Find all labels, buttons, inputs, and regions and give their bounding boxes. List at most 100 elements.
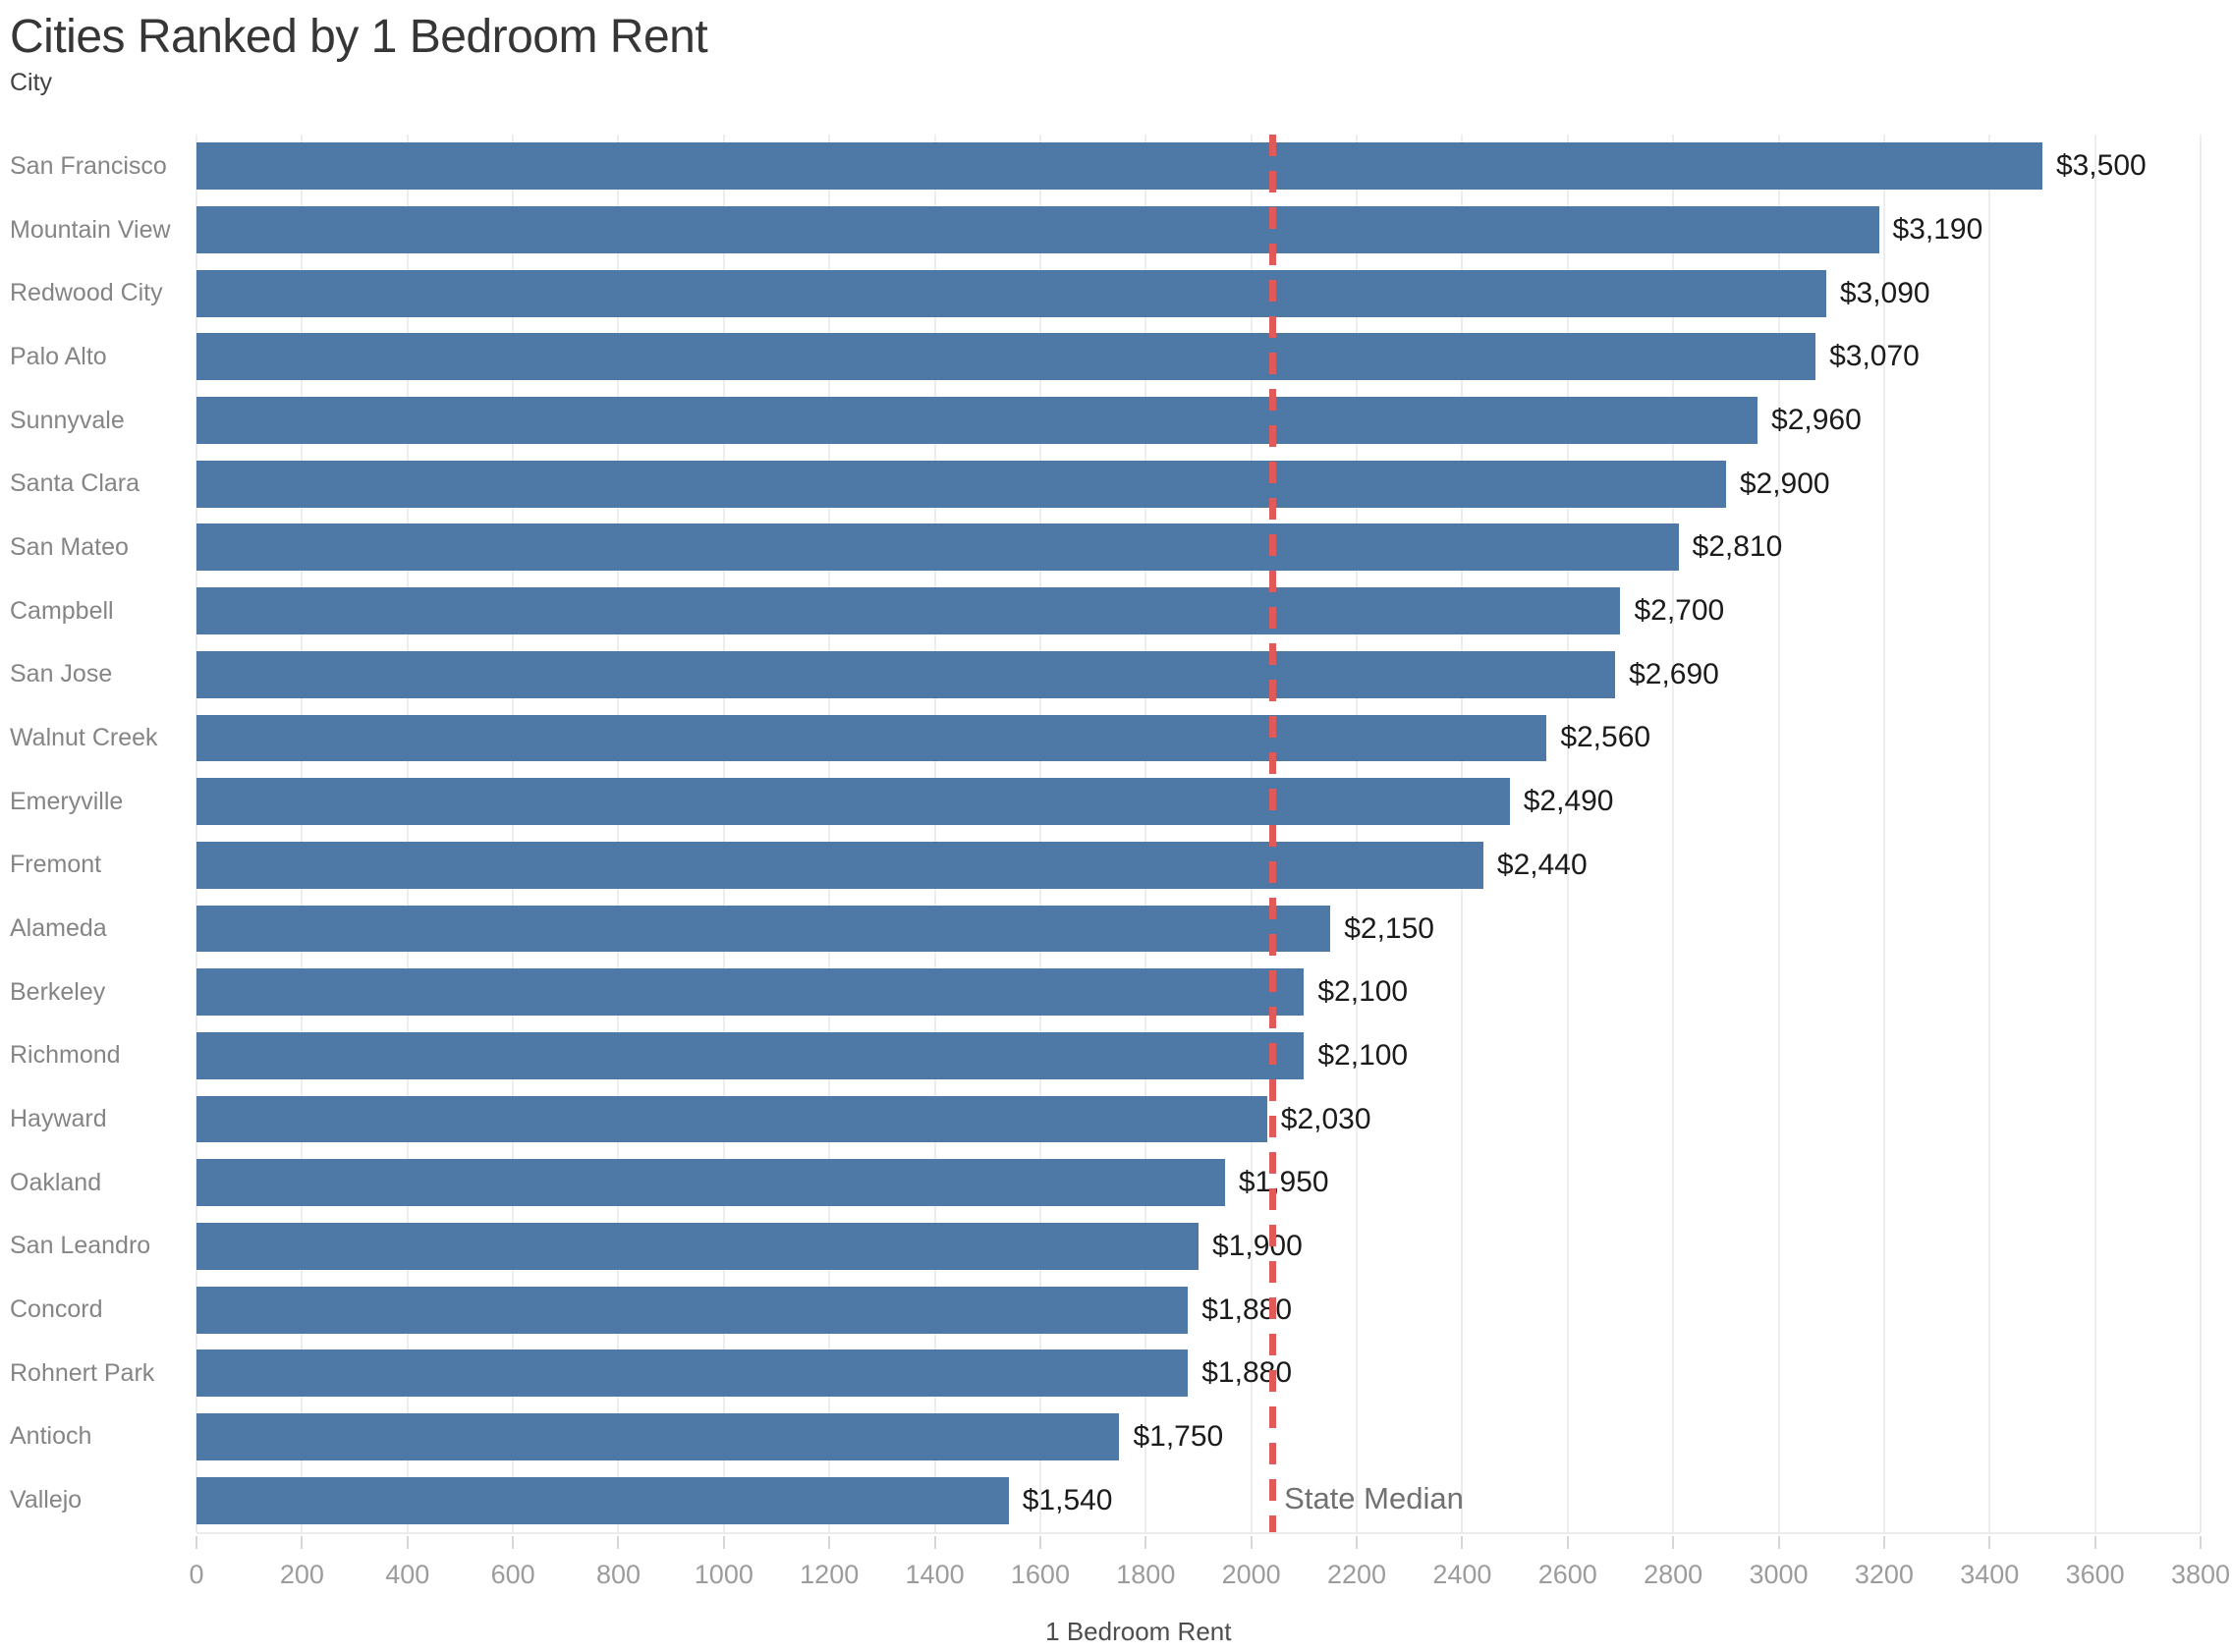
chart-title: Cities Ranked by 1 Bedroom Rent xyxy=(10,11,708,63)
city-label: Concord xyxy=(10,1295,103,1324)
gridline xyxy=(933,135,936,1532)
city-label: Hayward xyxy=(10,1105,107,1133)
rent-bar[interactable] xyxy=(196,714,1547,762)
x-tick-label: 1400 xyxy=(905,1560,965,1589)
bar-row: $2,700 xyxy=(196,579,2201,643)
y-axis-header: City xyxy=(10,69,53,96)
x-axis-title: 1 Bedroom Rent xyxy=(1045,1617,1232,1646)
value-label: $1,540 xyxy=(1022,1483,1113,1516)
city-label: San Francisco xyxy=(10,151,167,180)
rent-bar[interactable] xyxy=(196,206,1879,253)
x-tick xyxy=(1672,1536,1675,1549)
rent-bar[interactable] xyxy=(196,778,1510,826)
value-label: $1,900 xyxy=(1212,1229,1303,1262)
city-label: Mountain View xyxy=(10,215,171,244)
bar-row: $2,690 xyxy=(196,642,2201,706)
x-tick-label: 3000 xyxy=(1749,1560,1809,1589)
x-tick xyxy=(406,1536,409,1549)
rent-bar[interactable] xyxy=(196,1031,1305,1079)
x-tick-label: 3400 xyxy=(1960,1560,2020,1589)
rent-bar[interactable] xyxy=(196,905,1331,953)
city-label: Campbell xyxy=(10,596,114,625)
city-label: Redwood City xyxy=(10,279,163,307)
x-tick-label: 3200 xyxy=(1854,1560,1914,1589)
value-label: $2,490 xyxy=(1523,785,1614,818)
rent-bar[interactable] xyxy=(196,650,1616,698)
value-label: $2,810 xyxy=(1692,530,1783,564)
value-label: $1,880 xyxy=(1201,1356,1293,1390)
rent-bar[interactable] xyxy=(196,460,1726,508)
x-axis: 0 200 400 600 800 1000 1200 1400 1600 1800 2000 220… xyxy=(189,1534,2230,1652)
x-tick xyxy=(933,1536,936,1549)
value-label: $3,090 xyxy=(1839,276,1930,309)
x-tick-label: 3600 xyxy=(2065,1560,2125,1589)
value-label: $3,070 xyxy=(1829,340,1920,373)
x-tick-label: 0 xyxy=(189,1560,204,1589)
city-label: Palo Alto xyxy=(10,342,107,370)
city-label: Emeryville xyxy=(10,787,124,815)
x-tick-label: 2600 xyxy=(1537,1560,1597,1589)
rent-bar[interactable] xyxy=(196,269,1826,317)
bar-row: $3,500 xyxy=(196,135,2201,198)
rent-bar[interactable] xyxy=(196,397,1758,444)
rent-bar[interactable] xyxy=(196,1222,1199,1270)
city-label: Walnut Creek xyxy=(10,723,158,751)
gridline xyxy=(1882,135,1885,1532)
rent-bar[interactable] xyxy=(196,1476,1009,1524)
city-label: Antioch xyxy=(10,1422,92,1451)
bar-row: $3,090 xyxy=(196,261,2201,325)
rent-bar[interactable] xyxy=(196,587,1621,635)
rent-bar[interactable] xyxy=(196,968,1305,1017)
x-tick xyxy=(722,1536,725,1549)
x-tick xyxy=(1461,1536,1464,1549)
gridline xyxy=(1461,135,1464,1532)
gridline xyxy=(1250,135,1253,1532)
city-label: San Jose xyxy=(10,660,113,688)
rent-bar[interactable] xyxy=(196,1095,1267,1143)
bar-row: $1,880 xyxy=(196,1278,2201,1342)
rent-bar[interactable] xyxy=(196,142,2042,191)
gridline xyxy=(617,135,620,1532)
value-label: $2,100 xyxy=(1317,1038,1409,1072)
value-label: $2,560 xyxy=(1560,721,1651,754)
city-label: Berkeley xyxy=(10,977,106,1006)
gridline xyxy=(406,135,409,1532)
x-tick-label: 800 xyxy=(595,1560,641,1589)
value-label: $3,500 xyxy=(2055,149,2147,183)
gridline xyxy=(1144,135,1147,1532)
rent-bar[interactable] xyxy=(196,1349,1189,1398)
gridline xyxy=(1038,135,1041,1532)
bar-row: $1,950 xyxy=(196,1151,2201,1215)
city-label: Rohnert Park xyxy=(10,1358,155,1387)
city-label: San Mateo xyxy=(10,532,129,561)
rent-bar[interactable] xyxy=(196,333,1816,381)
gridline xyxy=(512,135,515,1532)
value-label: $3,190 xyxy=(1892,213,1983,246)
x-tick-label: 400 xyxy=(385,1560,430,1589)
city-label: Vallejo xyxy=(10,1486,83,1514)
rent-bar[interactable] xyxy=(196,1159,1225,1207)
city-label: San Leandro xyxy=(10,1232,151,1260)
rent-bar[interactable] xyxy=(196,523,1679,572)
value-label: $2,900 xyxy=(1739,467,1830,500)
bar-row: $1,900 xyxy=(196,1215,2201,1279)
bar-row: $2,030 xyxy=(196,1087,2201,1151)
rent-bar[interactable] xyxy=(196,1413,1120,1460)
city-label: Alameda xyxy=(10,914,107,942)
x-tick-label: 2200 xyxy=(1327,1560,1387,1589)
bar-row: $2,100 xyxy=(196,961,2201,1024)
value-label: $2,440 xyxy=(1496,848,1588,881)
x-tick-label: 1200 xyxy=(800,1560,860,1589)
x-tick xyxy=(1038,1536,1041,1549)
x-tick xyxy=(2200,1536,2202,1549)
state-median-label: State Median xyxy=(1284,1481,1464,1515)
rent-bar[interactable] xyxy=(196,841,1483,889)
state-median-reference-line xyxy=(1269,135,1277,1532)
value-label: $2,030 xyxy=(1280,1102,1371,1135)
value-label: $2,690 xyxy=(1629,657,1719,690)
x-tick xyxy=(1356,1536,1359,1549)
rent-bar[interactable] xyxy=(196,1286,1189,1334)
value-label: $2,100 xyxy=(1317,975,1409,1009)
city-label: Richmond xyxy=(10,1041,121,1070)
gridline xyxy=(1356,135,1359,1532)
